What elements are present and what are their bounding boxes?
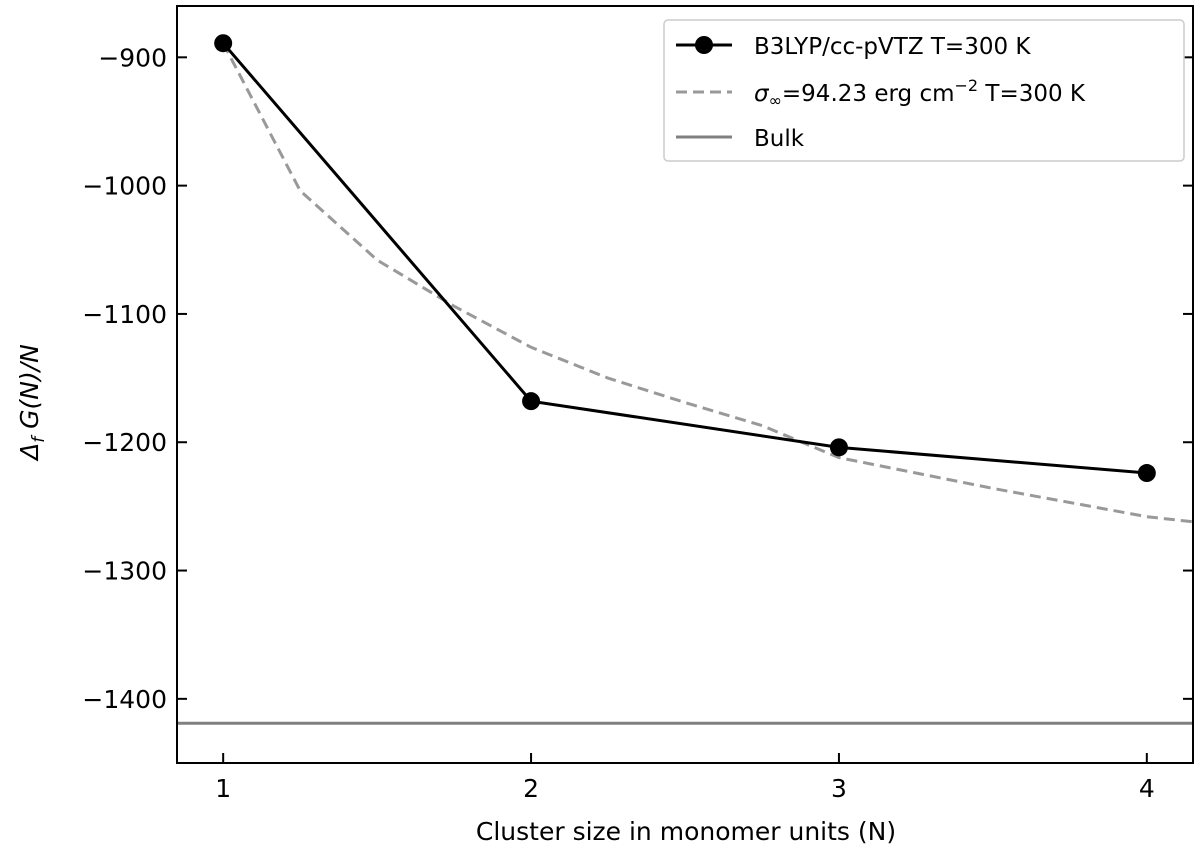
- y-tick-label: −900: [98, 43, 167, 72]
- y-ticks: −900 −1000 −1100 −1200 −1300 −1400: [82, 43, 1193, 714]
- series-b3lyp-point: [1137, 464, 1156, 483]
- series-sigma-fit-line: [221, 42, 1194, 524]
- legend-box: [663, 19, 1185, 162]
- series-b3lyp-point: [829, 438, 848, 457]
- y-tick-label: −1000: [82, 172, 167, 201]
- y-axis-label-delta: Δ: [15, 443, 44, 462]
- legend: B3LYP/cc-pVTZ T=300 K σ∞=94.23 erg cm−2 …: [663, 19, 1185, 162]
- y-tick-label: −1400: [82, 685, 167, 714]
- x-tick-label: 3: [831, 774, 847, 803]
- y-tick-label: −1100: [82, 300, 167, 329]
- series-b3lyp-line: [222, 42, 1147, 475]
- x-ticks: 1 2 3 4: [215, 753, 1155, 803]
- plot-frame: [176, 5, 1194, 764]
- legend-label-b3lyp: B3LYP/cc-pVTZ T=300 K: [754, 34, 1031, 60]
- x-tick-label: 4: [1139, 774, 1155, 803]
- legend-sigma-sup: −2: [955, 76, 979, 95]
- x-tick-label: 1: [215, 774, 231, 803]
- y-tick-label: −1300: [82, 557, 167, 586]
- series-b3lyp-point: [522, 392, 541, 411]
- legend-label-bulk: Bulk: [754, 126, 805, 152]
- legend-sigma-mid: =94.23 erg cm: [782, 81, 955, 107]
- legend-marker-b3lyp: [695, 36, 713, 54]
- legend-sigma: σ: [754, 81, 770, 107]
- legend-sigma-sub: ∞: [769, 91, 782, 110]
- x-axis-label: Cluster size in monomer units (N): [476, 817, 896, 846]
- series-b3lyp-point: [214, 34, 233, 53]
- x-tick-label: 2: [523, 774, 539, 803]
- y-axis-label: Δf G(N)/N: [15, 344, 49, 462]
- y-tick-label: −1200: [82, 428, 167, 457]
- legend-label-sigma: σ∞=94.23 erg cm−2 T=300 K: [754, 76, 1086, 110]
- y-axis-label-rest: G(N)/N: [15, 344, 44, 437]
- y-axis-label-sub: f: [29, 434, 49, 443]
- markers: [214, 34, 1156, 483]
- legend-sigma-end: T=300 K: [978, 81, 1086, 107]
- plot-lines: [177, 42, 1194, 725]
